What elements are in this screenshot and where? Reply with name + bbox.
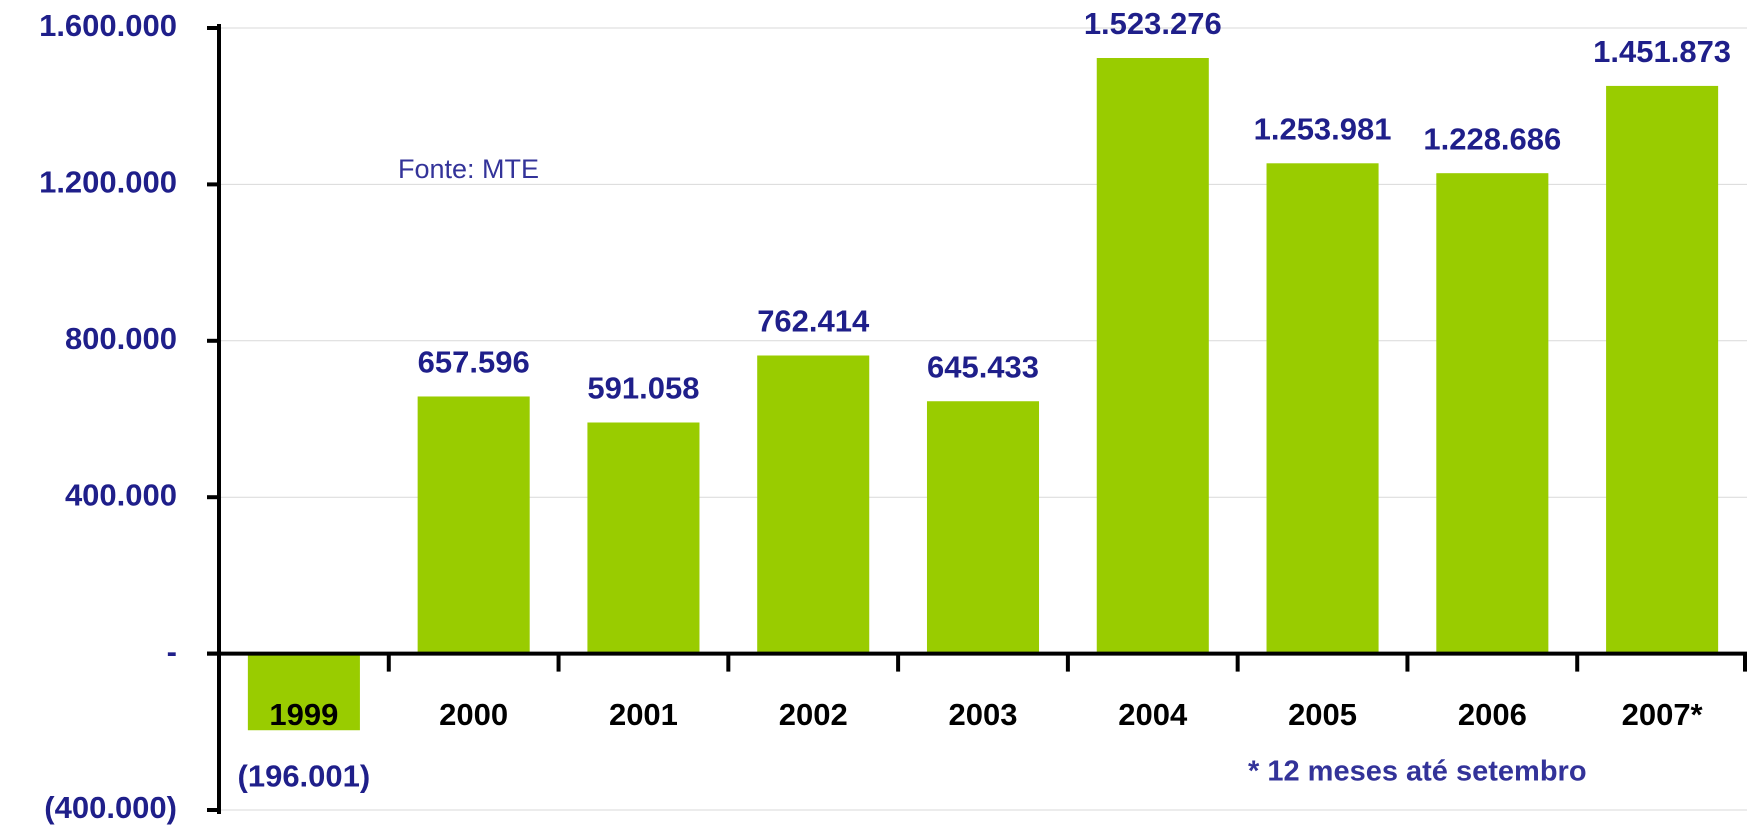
value-label: 1.523.276 — [1084, 6, 1222, 41]
y-tick-label: (400.000) — [44, 790, 177, 825]
y-tick-label: 400.000 — [65, 477, 177, 512]
bar — [926, 401, 1040, 654]
bar — [757, 355, 870, 654]
value-label: 591.058 — [587, 371, 699, 406]
bar — [1096, 57, 1209, 654]
x-tick-label: 2002 — [779, 697, 848, 732]
bar — [587, 422, 700, 654]
bar — [1266, 163, 1379, 654]
bar — [247, 653, 360, 731]
footnote: * 12 meses até setembro — [1248, 756, 1587, 788]
y-tick-label: 1.200.000 — [39, 165, 177, 200]
value-label: 1.253.981 — [1254, 111, 1392, 146]
x-tick-label: 2006 — [1458, 697, 1527, 732]
x-tick-label: 2004 — [1118, 697, 1188, 732]
y-tick-label: - — [167, 634, 177, 669]
bar — [1606, 85, 1719, 654]
bar — [1436, 173, 1549, 654]
value-label: 1.451.873 — [1593, 34, 1731, 69]
value-label: 1.228.686 — [1423, 121, 1561, 156]
y-tick-label: 800.000 — [65, 321, 177, 356]
value-label: 762.414 — [757, 304, 870, 339]
x-tick-label: 2000 — [439, 697, 508, 732]
y-tick-label: 1.600.000 — [39, 8, 177, 43]
x-tick-label: 2001 — [609, 697, 678, 732]
value-label: 645.433 — [927, 349, 1039, 384]
x-tick-label: 2005 — [1288, 697, 1357, 732]
x-tick-label: 2003 — [949, 697, 1018, 732]
x-tick-label: 2007* — [1622, 697, 1704, 732]
bar — [417, 396, 530, 654]
source-note: Fonte: MTE — [398, 154, 539, 184]
value-label: (196.001) — [238, 758, 371, 793]
x-tick-label: 1999 — [269, 697, 338, 732]
value-label: 657.596 — [418, 345, 530, 380]
